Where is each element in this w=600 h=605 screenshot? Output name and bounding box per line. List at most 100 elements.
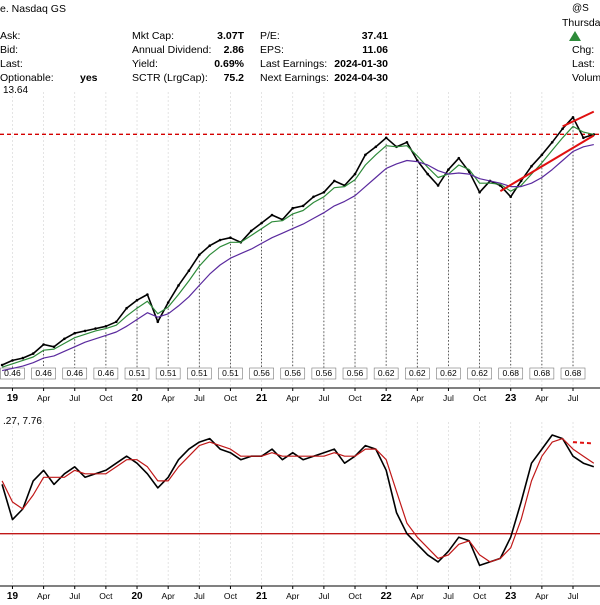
pe-value: 37.41	[361, 30, 388, 42]
yield-label: Yield:	[132, 58, 158, 70]
brand-mark: @S	[572, 3, 589, 14]
macd-tick-label-18: Jul	[568, 591, 579, 600]
price-point-34	[353, 172, 357, 176]
optionable-label: Optionable:	[0, 72, 54, 84]
macd-tick-label-14: Jul	[443, 591, 454, 600]
price-point-4	[42, 343, 45, 346]
price-tick-label-12: 22	[381, 393, 393, 404]
exchange-name: e. Nasdaq GS	[0, 3, 66, 15]
dividend-box-15	[467, 367, 492, 380]
dividend-box-4	[124, 367, 150, 380]
dividend-box-18	[560, 367, 586, 380]
pe-label: P/E:	[260, 30, 280, 42]
price-point-24	[249, 229, 253, 233]
price-tick-label-2: Jul	[69, 393, 80, 403]
price-tick-label-13: Apr	[411, 393, 424, 403]
dividend-box-10	[311, 367, 337, 380]
last-label-right: Last:	[572, 58, 595, 70]
price-point-14	[146, 293, 149, 296]
dividend-box-2	[62, 367, 88, 380]
price-point-43	[447, 168, 450, 171]
price-panel: 13.64 0.46 0.46 0.46 0.46 0.51 0.51 0.51 0.51 0.…	[0, 84, 600, 406]
price-tick-label-8: 21	[256, 393, 268, 404]
macd-tick-label-15: Oct	[473, 591, 487, 600]
macd-trendline-0	[572, 441, 594, 445]
price-point-11	[115, 320, 118, 324]
dividend-label-0: 0.46	[4, 368, 21, 378]
price-point-7	[73, 331, 76, 335]
macd-tick-label-10: Jul	[318, 591, 329, 600]
ask-label: Ask:	[0, 30, 21, 42]
price-point-15	[156, 320, 160, 324]
up-arrow-icon	[569, 31, 581, 41]
macd-tick-label-4: 20	[131, 591, 143, 600]
macd-tick-label-9: Apr	[286, 591, 299, 600]
price-point-25	[260, 221, 263, 225]
price-point-29	[301, 204, 305, 208]
price-point-16	[166, 301, 170, 304]
price-tick-label-0: 19	[7, 393, 19, 404]
dividend-box-12	[373, 367, 399, 380]
price-point-36	[374, 145, 378, 149]
price-point-18	[187, 269, 191, 272]
dividend-label-4: 0.51	[129, 368, 146, 378]
price-point-22	[229, 236, 232, 239]
sctr-label: SCTR (LrgCap):	[132, 72, 208, 84]
price-point-31	[322, 191, 326, 194]
last-label: Last:	[0, 58, 23, 70]
eps-label: EPS:	[260, 44, 284, 56]
dividend-box-14	[436, 367, 461, 380]
macd-tick-label-5: Apr	[162, 591, 175, 600]
dividend-label-3: 0.46	[98, 368, 115, 378]
price-point-56	[582, 136, 585, 140]
price-tick-label-4: 20	[131, 393, 143, 404]
price-point-49	[509, 195, 512, 199]
dividend-label-12: 0.62	[378, 368, 395, 378]
macd-tick-label-12: 22	[381, 591, 393, 600]
price-point-26	[270, 213, 274, 217]
macd-series-0	[1, 434, 595, 567]
price-panel-label: 13.64	[3, 85, 28, 96]
price-point-13	[135, 298, 139, 302]
next-earnings-value: 2024-04-30	[334, 72, 388, 84]
price-tick-label-15: Oct	[473, 393, 487, 403]
dividend-box-5	[155, 367, 181, 380]
macd-series-1	[1, 437, 595, 563]
dividend-label-6: 0.51	[191, 368, 208, 378]
last-earnings-value: 2024-01-30	[334, 58, 388, 70]
price-tick-label-11: Oct	[348, 393, 362, 403]
price-tick-label-16: 23	[505, 393, 517, 404]
dividend-box-1	[31, 367, 56, 380]
dividend-box-9	[280, 367, 306, 380]
price-tick-label-17: Apr	[535, 393, 548, 403]
dividend-label-11: 0.56	[347, 368, 364, 378]
price-point-8	[83, 329, 87, 333]
sctr-value: 75.2	[223, 72, 244, 84]
price-point-2	[21, 356, 25, 360]
chg-label: Chg:	[572, 44, 595, 56]
price-tick-label-5: Apr	[162, 393, 175, 403]
dividend-box-13	[405, 367, 430, 380]
price-tick-label-14: Jul	[443, 393, 454, 403]
dividend-label-7: 0.51	[222, 368, 239, 378]
dividend-box-16	[498, 367, 524, 380]
dividend-label-17: 0.68	[534, 368, 551, 378]
mkt-cap-label: Mkt Cap:	[132, 30, 175, 42]
price-layers: 0.46 0.46 0.46 0.46 0.51 0.51 0.51 0.51 0.56 0.56…	[0, 92, 600, 404]
eps-value: 11.06	[362, 44, 388, 56]
price-tick-label-6: Jul	[194, 393, 205, 403]
dividend-label-18: 0.68	[565, 368, 582, 378]
price-point-21	[218, 238, 222, 242]
price-series-1	[1, 125, 594, 368]
price-point-46	[478, 191, 481, 194]
next-earnings-label: Next Earnings:	[260, 72, 329, 84]
price-point-30	[312, 195, 315, 199]
price-chart: 13.64 0.46 0.46 0.46 0.46 0.51 0.51 0.51 0.51 0.…	[0, 85, 600, 404]
macd-tick-label-0: 19	[7, 591, 19, 600]
dividend-label-14: 0.62	[440, 368, 457, 378]
price-point-42	[436, 184, 440, 187]
dividend-box-6	[187, 367, 212, 380]
dividend-label-16: 0.68	[502, 368, 519, 378]
macd-tick-label-11: Oct	[348, 591, 362, 600]
dividend-label: Annual Dividend:	[132, 44, 212, 56]
